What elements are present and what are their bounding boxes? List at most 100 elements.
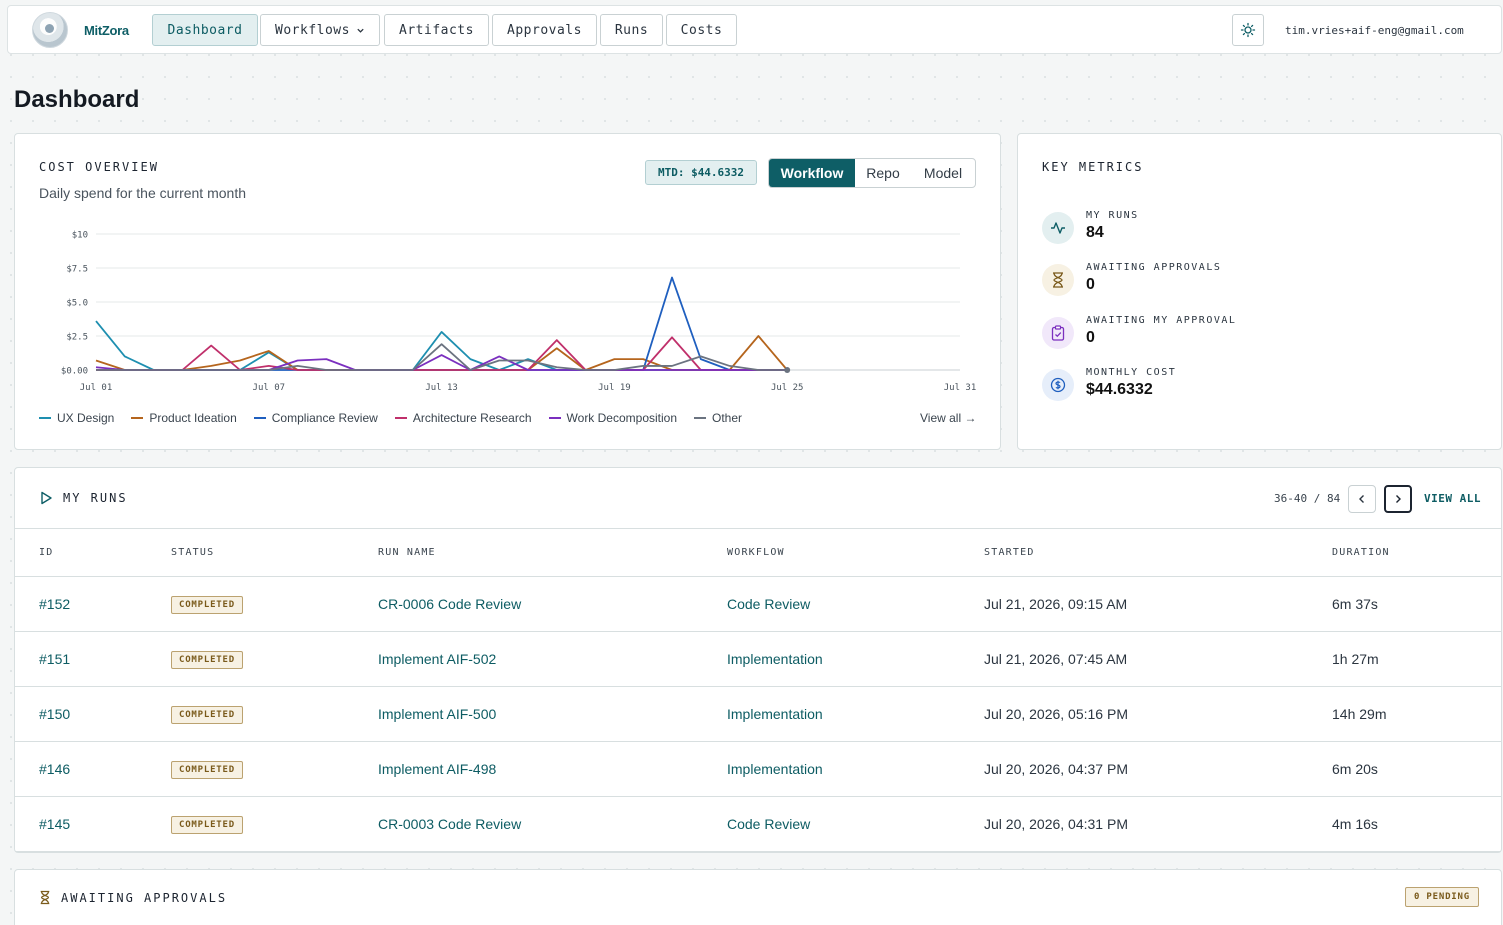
metric-value: 0 <box>1086 329 1095 346</box>
run-id-link[interactable]: #151 <box>39 651 71 667</box>
user-email[interactable]: tim.vries+aif-eng@gmail.com <box>1285 24 1464 37</box>
pending-badge: 0 PENDING <box>1405 887 1479 907</box>
status-badge: COMPLETED <box>171 816 243 834</box>
awaiting-approvals-card: AWAITING APPROVALS 0 PENDING <box>14 869 1502 925</box>
status-badge: COMPLETED <box>171 596 243 614</box>
run-id-link[interactable]: #145 <box>39 816 71 832</box>
run-name-link[interactable]: Implement AIF-500 <box>378 706 497 722</box>
legend-swatch <box>548 417 561 419</box>
y-tick-label: $7.5 <box>66 265 88 275</box>
table-header-row: ID STATUS RUN NAME WORKFLOW STARTED DURA… <box>15 528 1501 577</box>
run-started: Jul 21, 2026, 07:45 AM <box>984 631 1332 687</box>
hourglass-icon <box>40 890 50 905</box>
nav-label: Costs <box>680 22 723 38</box>
brand-name[interactable]: MitZora <box>84 23 129 38</box>
workflow-link[interactable]: Implementation <box>727 761 823 777</box>
awaiting-approvals-title: AWAITING APPROVALS <box>61 890 228 905</box>
chevron-left-icon <box>1359 495 1364 503</box>
table-row[interactable]: #146 COMPLETED Implement AIF-498 Implementa… <box>15 741 1501 797</box>
nav-approvals[interactable]: Approvals <box>492 14 597 46</box>
table-row[interactable]: #152 COMPLETED CR-0006 Code Review Code Rev… <box>15 576 1501 632</box>
run-id-link[interactable]: #152 <box>39 596 71 612</box>
metric-my-runs[interactable]: MY RUNS 84 <box>1042 210 1139 244</box>
view-all-runs-link[interactable]: VIEW ALL <box>1424 492 1481 505</box>
metric-value: 84 <box>1086 224 1104 241</box>
workflow-link[interactable]: Code Review <box>727 816 811 832</box>
clipboard-check-icon <box>1042 317 1074 349</box>
x-tick-label: Jul 01 <box>80 383 113 393</box>
run-started: Jul 20, 2026, 04:37 PM <box>984 741 1332 797</box>
workflow-link[interactable]: Implementation <box>727 706 823 722</box>
nav-label: Runs <box>614 22 649 38</box>
metric-awaiting-approvals[interactable]: AWAITING APPROVALS 0 <box>1042 262 1221 296</box>
x-tick-label: Jul 25 <box>771 383 804 393</box>
column-header-workflow[interactable]: WORKFLOW <box>727 528 984 577</box>
sun-icon <box>1240 22 1256 38</box>
column-header-started[interactable]: STARTED <box>984 528 1332 577</box>
metric-label: AWAITING MY APPROVAL <box>1086 315 1237 326</box>
nav-artifacts[interactable]: Artifacts <box>384 14 489 46</box>
view-all-costs-link[interactable]: View all → <box>920 411 977 425</box>
table-row[interactable]: #150 COMPLETED Implement AIF-500 Implementa… <box>15 686 1501 742</box>
legend-label: Product Ideation <box>149 411 237 425</box>
run-name-link[interactable]: Implement AIF-498 <box>378 761 497 777</box>
series-line <box>95 335 788 371</box>
series-line <box>96 343 788 371</box>
dollar-icon <box>1042 369 1074 401</box>
y-tick-label: $2.5 <box>66 333 88 343</box>
cost-overview-subtitle: Daily spend for the current month <box>39 185 246 201</box>
table-row[interactable]: #151 COMPLETED Implement AIF-502 Implementa… <box>15 631 1501 687</box>
runs-page-range: 36-40 / 84 <box>1274 492 1341 505</box>
run-duration: 4m 16s <box>1332 796 1501 852</box>
run-name-link[interactable]: CR-0003 Code Review <box>378 816 522 832</box>
legend-item[interactable]: Product Ideation <box>131 411 237 425</box>
prev-page-button[interactable] <box>1348 485 1376 513</box>
run-duration: 14h 29m <box>1332 686 1501 742</box>
theme-toggle-button[interactable] <box>1232 14 1264 46</box>
tab-model[interactable]: Model <box>923 165 963 181</box>
column-header-id[interactable]: ID <box>15 528 171 577</box>
nav-label: Dashboard <box>167 22 243 38</box>
column-header-duration[interactable]: DURATION <box>1332 528 1501 577</box>
nav-dashboard[interactable]: Dashboard <box>152 14 258 46</box>
mtd-badge: MTD: $44.6332 <box>645 160 757 185</box>
workflow-link[interactable]: Code Review <box>727 596 811 612</box>
nav-runs[interactable]: Runs <box>600 14 663 46</box>
run-id-link[interactable]: #150 <box>39 706 71 722</box>
nav-costs[interactable]: Costs <box>666 14 737 46</box>
run-duration: 6m 20s <box>1332 741 1501 797</box>
y-tick-label: $0.00 <box>61 367 88 377</box>
play-icon <box>41 491 52 505</box>
cost-overview-title: COST OVERVIEW <box>39 160 159 174</box>
metric-awaiting-my-approval[interactable]: AWAITING MY APPROVAL 0 <box>1042 315 1236 349</box>
brand-logo[interactable] <box>32 12 68 48</box>
tab-workflow[interactable]: Workflow <box>769 159 855 187</box>
legend-item[interactable]: Other <box>694 411 742 425</box>
table-row[interactable]: #145 COMPLETED CR-0003 Code Review Code Rev… <box>15 796 1501 852</box>
cost-overview-card: COST OVERVIEW Daily spend for the curren… <box>14 133 1001 450</box>
legend-item[interactable]: UX Design <box>39 411 114 425</box>
run-name-link[interactable]: CR-0006 Code Review <box>378 596 522 612</box>
y-tick-label: $10 <box>72 231 88 241</box>
workflow-link[interactable]: Implementation <box>727 651 823 667</box>
tab-repo[interactable]: Repo <box>866 165 900 181</box>
metric-value: $44.6332 <box>1086 381 1153 398</box>
run-name-link[interactable]: Implement AIF-502 <box>378 651 497 667</box>
legend-item[interactable]: Architecture Research <box>394 411 532 425</box>
metric-monthly-cost[interactable]: MONTHLY COST $44.6332 <box>1042 367 1176 401</box>
column-header-status[interactable]: STATUS <box>171 528 378 577</box>
nav-label: Workflows <box>275 22 350 38</box>
nav-workflows[interactable]: Workflows <box>260 14 380 46</box>
chevron-down-icon <box>357 28 364 33</box>
legend-label: Other <box>712 411 743 425</box>
top-nav: MitZora Dashboard Workflows Artifacts Ap… <box>7 5 1502 54</box>
metric-label: AWAITING APPROVALS <box>1086 262 1222 273</box>
column-header-run-name[interactable]: RUN NAME <box>378 528 727 577</box>
my-runs-card: MY RUNS 36-40 / 84 VIEW ALL ID STATUS RU… <box>14 467 1502 853</box>
next-page-button[interactable] <box>1384 485 1412 513</box>
run-id-link[interactable]: #146 <box>39 761 71 777</box>
legend-item[interactable]: Work Decomposition <box>548 411 677 425</box>
run-duration: 1h 27m <box>1332 631 1501 687</box>
status-badge: COMPLETED <box>171 706 243 724</box>
legend-item[interactable]: Compliance Review <box>253 411 378 425</box>
